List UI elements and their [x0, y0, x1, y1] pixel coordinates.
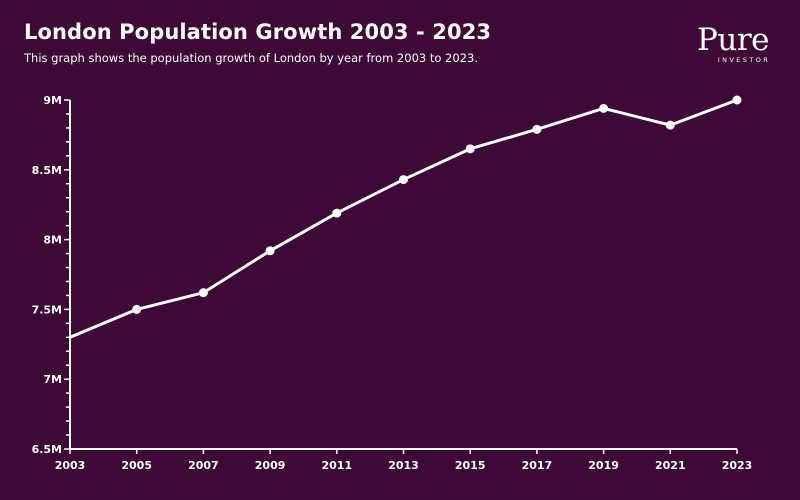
data-point: [198, 288, 208, 298]
pure-investor-logo: Pure INVESTOR: [692, 24, 774, 64]
data-point: [132, 304, 142, 314]
y-tick-label: 8M: [43, 234, 62, 247]
y-tick-label: 8.5M: [32, 164, 62, 177]
chart-subtitle: This graph shows the population growth o…: [24, 51, 478, 65]
x-tick-label: 2023: [722, 459, 753, 472]
x-tick-label: 2017: [522, 459, 553, 472]
y-tick-label: 7.5M: [32, 303, 62, 316]
data-point: [332, 208, 342, 218]
logo-tagline: INVESTOR: [717, 56, 771, 64]
y-tick-label: 9M: [43, 94, 62, 107]
logo-wordmark: Pure: [697, 22, 770, 58]
data-point: [665, 120, 675, 130]
series-population: [69, 95, 742, 339]
x-tick-label: 2007: [188, 459, 219, 472]
x-tick-label: 2021: [655, 459, 686, 472]
x-tick-label: 2011: [321, 459, 352, 472]
data-point: [532, 124, 542, 134]
x-tick-label: 2015: [455, 459, 486, 472]
x-axis: 2003 2005 2007 2009 2011 2013 2015 2017 2019 2021…: [55, 448, 753, 472]
data-point: [399, 175, 408, 185]
y-tick-label: 6.5M: [32, 443, 62, 456]
y-axis: 6.5M 7M 7.5M 8M 8.5M 9M: [32, 94, 71, 456]
data-point: [732, 95, 742, 105]
x-tick-label: 2019: [588, 459, 619, 472]
data-point: [465, 144, 475, 154]
series-line: [69, 98, 738, 339]
x-tick-label: 2003: [55, 459, 86, 472]
y-tick-label: 7M: [43, 373, 62, 386]
chart-title: London Population Growth 2003 - 2023: [24, 20, 492, 44]
x-tick-label: 2005: [121, 459, 152, 472]
data-point: [265, 246, 275, 256]
x-tick-label: 2009: [255, 459, 286, 472]
x-tick-label: 2013: [388, 459, 419, 472]
data-point: [599, 103, 609, 113]
